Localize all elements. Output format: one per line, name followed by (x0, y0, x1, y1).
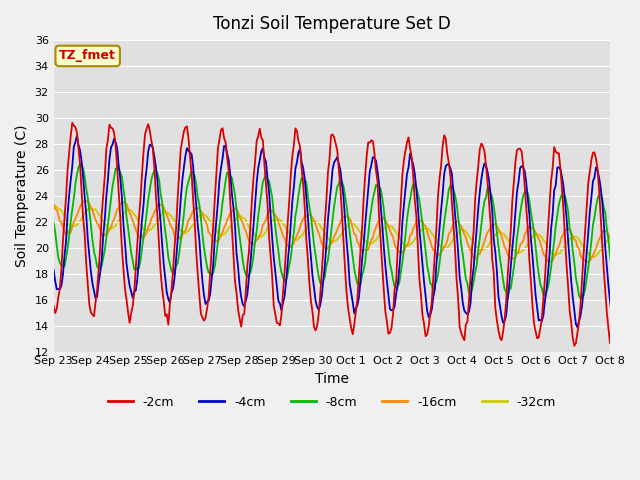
Title: Tonzi Soil Temperature Set D: Tonzi Soil Temperature Set D (213, 15, 451, 33)
Y-axis label: Soil Temperature (C): Soil Temperature (C) (15, 125, 29, 267)
X-axis label: Time: Time (315, 372, 349, 386)
Text: TZ_fmet: TZ_fmet (60, 49, 116, 62)
Legend: -2cm, -4cm, -8cm, -16cm, -32cm: -2cm, -4cm, -8cm, -16cm, -32cm (102, 391, 561, 414)
